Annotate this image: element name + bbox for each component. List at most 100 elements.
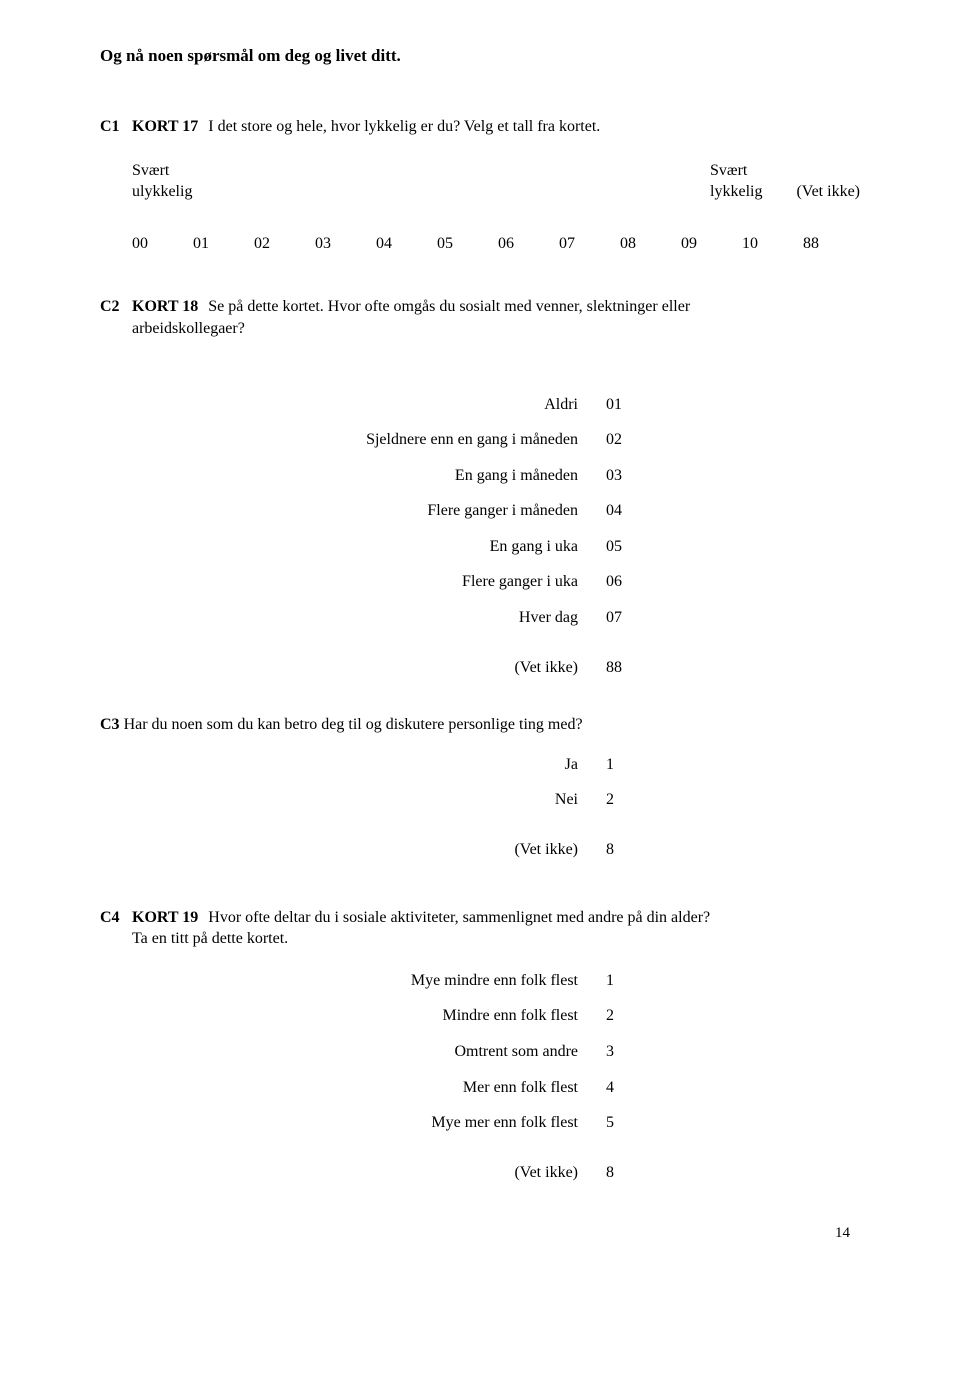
- option-row: Hver dag 07: [100, 607, 860, 629]
- option-row: En gang i måneden 03: [100, 465, 860, 487]
- c1-scale-left-2: ulykkelig: [132, 181, 192, 203]
- option-row: Flere ganger i uka 06: [100, 571, 860, 593]
- option-code: 4: [606, 1077, 630, 1099]
- option-row: Ja 1: [100, 754, 860, 776]
- question-c4: C4 KORT 19 Hvor ofte deltar du i sosiale…: [100, 907, 860, 1184]
- c1-scale-left: Svært ulykkelig: [132, 160, 192, 203]
- page-title: Og nå noen spørsmål om deg og livet ditt…: [100, 45, 860, 68]
- c1-scale-header: Svært ulykkelig Svært lykkelig (Vet ikke…: [132, 160, 860, 203]
- c4-options: Mye mindre enn folk flest 1 Mindre enn f…: [100, 970, 860, 1184]
- c2-options: Aldri 01 Sjeldnere enn en gang i måneden…: [100, 394, 860, 679]
- question-c2: C2 KORT 18 Se på dette kortet. Hvor ofte…: [100, 296, 860, 678]
- option-code: 03: [606, 465, 630, 487]
- c1-scale-right: Svært lykkelig (Vet ikke): [710, 160, 860, 203]
- c4-intro: C4 KORT 19 Hvor ofte deltar du i sosiale…: [100, 907, 860, 950]
- option-code: 1: [606, 754, 630, 776]
- c3-text: Har du noen som du kan betro deg til og …: [124, 716, 583, 733]
- option-row: Aldri 01: [100, 394, 860, 416]
- option-label: Mer enn folk flest: [463, 1077, 578, 1099]
- c3-id: C3: [100, 716, 120, 733]
- scale-num: 05: [437, 233, 457, 255]
- option-label: Mye mer enn folk flest: [431, 1112, 578, 1134]
- option-label: (Vet ikke): [514, 657, 578, 679]
- scale-num: 08: [620, 233, 640, 255]
- c1-vetikke: (Vet ikke): [796, 181, 860, 203]
- option-code: 05: [606, 536, 630, 558]
- option-row: Omtrent som andre 3: [100, 1041, 860, 1063]
- c3-intro: C3 Har du noen som du kan betro deg til …: [100, 714, 860, 736]
- option-label: Omtrent som andre: [454, 1041, 578, 1063]
- option-label: En gang i uka: [490, 536, 578, 558]
- option-code: 88: [606, 657, 630, 679]
- option-label: Aldri: [544, 394, 578, 416]
- option-label: Flere ganger i uka: [462, 571, 578, 593]
- option-row: En gang i uka 05: [100, 536, 860, 558]
- option-label: Flere ganger i måneden: [427, 500, 578, 522]
- option-row: Mindre enn folk flest 2: [100, 1005, 860, 1027]
- question-c1: C1 KORT 17 I det store og hele, hvor lyk…: [100, 116, 860, 254]
- option-code: 01: [606, 394, 630, 416]
- option-label: En gang i måneden: [455, 465, 578, 487]
- option-row: Mye mer enn folk flest 5: [100, 1112, 860, 1134]
- c2-question-text: KORT 18 Se på dette kortet. Hvor ofte om…: [132, 296, 860, 339]
- option-code: 02: [606, 429, 630, 451]
- c1-card: KORT 17: [132, 118, 198, 135]
- question-c3: C3 Har du noen som du kan betro deg til …: [100, 714, 860, 860]
- scale-num: 04: [376, 233, 396, 255]
- c1-intro: C1 KORT 17 I det store og hele, hvor lyk…: [100, 116, 860, 138]
- c1-scale-right-col: Svært lykkelig: [710, 160, 762, 203]
- scale-num: 01: [193, 233, 213, 255]
- option-code: 8: [606, 839, 630, 861]
- scale-num: 02: [254, 233, 274, 255]
- scale-num: 07: [559, 233, 579, 255]
- option-row: Sjeldnere enn en gang i måneden 02: [100, 429, 860, 451]
- option-code: 3: [606, 1041, 630, 1063]
- c1-id: C1: [100, 116, 132, 138]
- c2-card: KORT 18: [132, 298, 198, 315]
- option-row-vetikke: (Vet ikke) 8: [100, 839, 860, 861]
- option-code: 5: [606, 1112, 630, 1134]
- option-code: 1: [606, 970, 630, 992]
- scale-num: 03: [315, 233, 335, 255]
- option-row: Nei 2: [100, 789, 860, 811]
- c2-text-2: arbeidskollegaer?: [132, 320, 245, 337]
- c1-scale-left-1: Svært: [132, 160, 192, 182]
- c1-vetikke-col: (Vet ikke): [796, 160, 860, 203]
- option-row-vetikke: (Vet ikke) 8: [100, 1162, 860, 1184]
- c2-id: C2: [100, 296, 132, 339]
- option-label: Mindre enn folk flest: [442, 1005, 578, 1027]
- c4-card: KORT 19: [132, 909, 198, 926]
- option-label: (Vet ikke): [514, 1162, 578, 1184]
- scale-num: 00: [132, 233, 152, 255]
- c1-scale-right-2: lykkelig: [710, 181, 762, 203]
- c2-text-1: Se på dette kortet. Hvor ofte omgås du s…: [208, 298, 690, 315]
- option-row: Mye mindre enn folk flest 1: [100, 970, 860, 992]
- option-label: Mye mindre enn folk flest: [411, 970, 578, 992]
- option-label: Hver dag: [519, 607, 578, 629]
- c4-id: C4: [100, 907, 132, 950]
- option-label: Ja: [565, 754, 578, 776]
- option-row-vetikke: (Vet ikke) 88: [100, 657, 860, 679]
- scale-num: 88: [803, 233, 823, 255]
- option-label: Sjeldnere enn en gang i måneden: [366, 429, 578, 451]
- c1-question-text: KORT 17 I det store og hele, hvor lykkel…: [132, 116, 860, 138]
- option-row: Mer enn folk flest 4: [100, 1077, 860, 1099]
- c3-options: Ja 1 Nei 2 (Vet ikke) 8: [100, 754, 860, 861]
- c1-scale-right-1: Svært: [710, 160, 762, 182]
- option-label: (Vet ikke): [514, 839, 578, 861]
- option-code: 8: [606, 1162, 630, 1184]
- c1-scale-numbers: 00 01 02 03 04 05 06 07 08 09 10 88: [132, 233, 860, 255]
- option-code: 2: [606, 789, 630, 811]
- page-number: 14: [100, 1223, 860, 1243]
- option-code: 2: [606, 1005, 630, 1027]
- c1-text: I det store og hele, hvor lykkelig er du…: [208, 118, 600, 135]
- option-code: 04: [606, 500, 630, 522]
- c4-subtext: Ta en titt på dette kortet.: [132, 930, 288, 947]
- option-code: 07: [606, 607, 630, 629]
- scale-num: 09: [681, 233, 701, 255]
- c4-text: Hvor ofte deltar du i sosiale aktivitete…: [208, 909, 710, 926]
- c2-intro: C2 KORT 18 Se på dette kortet. Hvor ofte…: [100, 296, 860, 339]
- option-row: Flere ganger i måneden 04: [100, 500, 860, 522]
- scale-num: 06: [498, 233, 518, 255]
- option-label: Nei: [555, 789, 578, 811]
